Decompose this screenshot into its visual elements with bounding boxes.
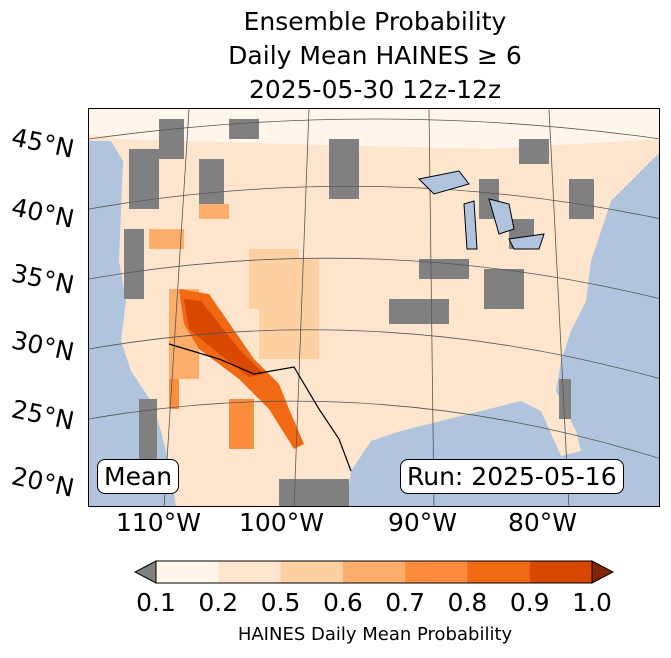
colorbar-tick-label: 0.2 [198, 588, 239, 617]
probability-map [88, 108, 660, 507]
lat-label-30n: 30°N [8, 325, 77, 367]
lon-label-80w: 80°W [508, 508, 578, 537]
colorbar-segment [467, 561, 531, 583]
colorbar-segment [280, 561, 344, 583]
colorbar-tick-label: 0.6 [322, 588, 363, 617]
colorbar-tick-label: 0.5 [260, 588, 301, 617]
lon-label-100w: 100°W [239, 508, 324, 537]
colorbar [134, 560, 614, 584]
border-us-mexico [168, 343, 352, 472]
colorbar-tick-label: 0.9 [509, 588, 550, 617]
colorbar-tick-label: 0.1 [136, 588, 176, 617]
lat-label-45n: 45°N [8, 122, 77, 164]
colorbar-frame [155, 560, 593, 584]
high-probability-patches [149, 204, 319, 449]
map-canvas [89, 109, 659, 506]
lat-label-20n: 20°N [8, 461, 77, 503]
lon-label-110w: 110°W [116, 508, 201, 537]
colorbar-tick-label: 0.8 [447, 588, 488, 617]
colorbar-under-triangle [134, 560, 157, 584]
colorbar-label: HAINES Daily Mean Probability [237, 624, 513, 645]
run-date-box: Run: 2025-05-16 [400, 459, 624, 494]
mean-label-box: Mean [97, 459, 180, 494]
title-line-1: Ensemble Probability [243, 7, 507, 36]
title-line-3: 2025-05-30 12z-12z [248, 75, 502, 104]
colorbar-segment [218, 561, 282, 583]
graticule [89, 109, 659, 506]
title-line-2: Daily Mean HAINES ≥ 6 [228, 41, 522, 70]
great-lakes [417, 170, 545, 250]
colorbar-segment [405, 561, 468, 583]
lon-label-90w: 90°W [388, 508, 458, 537]
colorbar-segment [156, 561, 219, 583]
colorbar-tick-label: 1.0 [572, 588, 612, 617]
colorbar-segment [342, 561, 406, 583]
lat-label-35n: 35°N [8, 258, 77, 300]
colorbar-segment [529, 561, 593, 583]
colorbar-tick-label: 0.7 [385, 588, 426, 617]
colorbar-over-triangle [591, 560, 614, 584]
lat-label-40n: 40°N [8, 192, 77, 234]
lat-label-25n: 25°N [8, 394, 77, 436]
